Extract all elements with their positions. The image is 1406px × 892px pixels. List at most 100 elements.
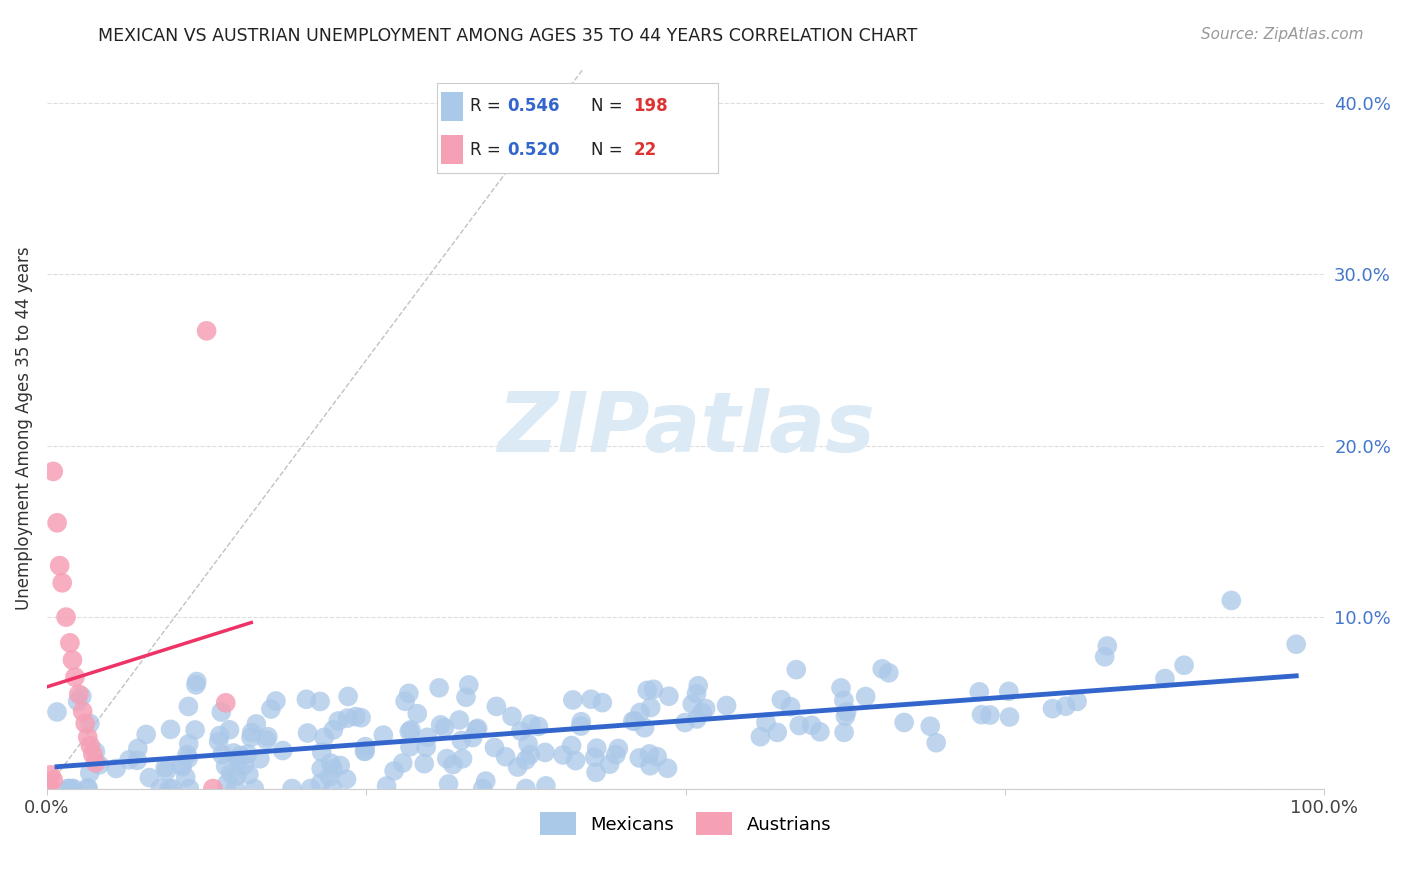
Point xyxy=(354,739,377,754)
Point xyxy=(59,636,82,650)
Point xyxy=(695,701,717,715)
Point xyxy=(406,706,429,721)
Point xyxy=(1094,649,1116,664)
Point xyxy=(561,739,583,753)
Point xyxy=(427,681,450,695)
Point xyxy=(551,747,574,762)
Point xyxy=(208,729,231,743)
Point xyxy=(755,715,778,730)
Point xyxy=(172,760,194,774)
Point xyxy=(429,718,451,732)
Point xyxy=(62,781,84,796)
Point xyxy=(373,728,395,742)
Point xyxy=(485,699,508,714)
Point xyxy=(209,705,232,719)
Point xyxy=(337,690,360,704)
Point xyxy=(155,764,177,778)
Point xyxy=(830,681,852,695)
Point xyxy=(70,690,93,704)
Point xyxy=(1042,701,1064,715)
Point xyxy=(329,758,352,772)
Point xyxy=(153,761,176,775)
Legend: Mexicans, Austrians: Mexicans, Austrians xyxy=(531,803,841,845)
Point xyxy=(517,737,540,751)
Point xyxy=(855,690,877,704)
Point xyxy=(437,777,460,791)
Point xyxy=(39,768,62,782)
Point xyxy=(509,724,531,739)
Point xyxy=(160,781,183,796)
Point xyxy=(451,752,474,766)
Point xyxy=(569,719,592,733)
Point xyxy=(72,705,94,719)
Point xyxy=(515,753,537,767)
Point xyxy=(177,699,200,714)
Point xyxy=(229,748,252,763)
Point xyxy=(208,734,231,748)
Point xyxy=(808,724,831,739)
Point xyxy=(336,711,359,725)
Point xyxy=(657,761,679,775)
Point xyxy=(506,760,529,774)
Point xyxy=(394,694,416,708)
Point xyxy=(399,723,422,737)
Point xyxy=(997,684,1019,698)
Point xyxy=(328,714,350,728)
Point xyxy=(42,464,65,478)
Point xyxy=(219,766,242,780)
Point xyxy=(195,324,218,338)
Point xyxy=(628,751,651,765)
Text: MEXICAN VS AUSTRIAN UNEMPLOYMENT AMONG AGES 35 TO 44 YEARS CORRELATION CHART: MEXICAN VS AUSTRIAN UNEMPLOYMENT AMONG A… xyxy=(98,27,918,45)
Point xyxy=(335,772,357,787)
Point xyxy=(433,721,456,735)
Point xyxy=(38,776,60,790)
Point xyxy=(224,781,246,796)
Point xyxy=(1054,699,1077,714)
Point xyxy=(1066,694,1088,708)
Point xyxy=(779,699,801,714)
Point xyxy=(787,718,810,732)
Point xyxy=(398,686,420,700)
Point xyxy=(60,781,83,796)
Point xyxy=(519,747,541,762)
Point xyxy=(645,749,668,764)
Point xyxy=(638,758,661,772)
Point xyxy=(127,741,149,756)
Point xyxy=(350,711,373,725)
Point xyxy=(685,687,707,701)
Point xyxy=(37,778,59,792)
Point xyxy=(585,765,607,780)
Point xyxy=(391,756,413,770)
Point xyxy=(633,721,655,735)
Point xyxy=(467,722,489,736)
Point xyxy=(1173,658,1195,673)
Point xyxy=(785,663,807,677)
Point xyxy=(184,723,207,737)
Point xyxy=(564,754,586,768)
Point xyxy=(297,726,319,740)
Point xyxy=(135,727,157,741)
Point xyxy=(77,781,100,796)
Point xyxy=(214,759,236,773)
Point xyxy=(82,747,104,762)
Point xyxy=(465,723,488,737)
Point xyxy=(877,665,900,680)
Point xyxy=(353,744,375,758)
Point xyxy=(240,731,263,745)
Point xyxy=(58,781,80,796)
Point xyxy=(225,769,247,783)
Point xyxy=(690,706,713,720)
Point xyxy=(238,767,260,781)
Point xyxy=(638,747,661,761)
Point xyxy=(520,717,543,731)
Point xyxy=(309,694,332,708)
Point xyxy=(309,776,332,790)
Point xyxy=(249,752,271,766)
Point xyxy=(257,730,280,744)
Point xyxy=(211,747,233,762)
Point xyxy=(579,692,602,706)
Point xyxy=(322,781,344,796)
Point xyxy=(271,743,294,757)
Y-axis label: Unemployment Among Ages 35 to 44 years: Unemployment Among Ages 35 to 44 years xyxy=(15,247,32,610)
Point xyxy=(176,747,198,762)
